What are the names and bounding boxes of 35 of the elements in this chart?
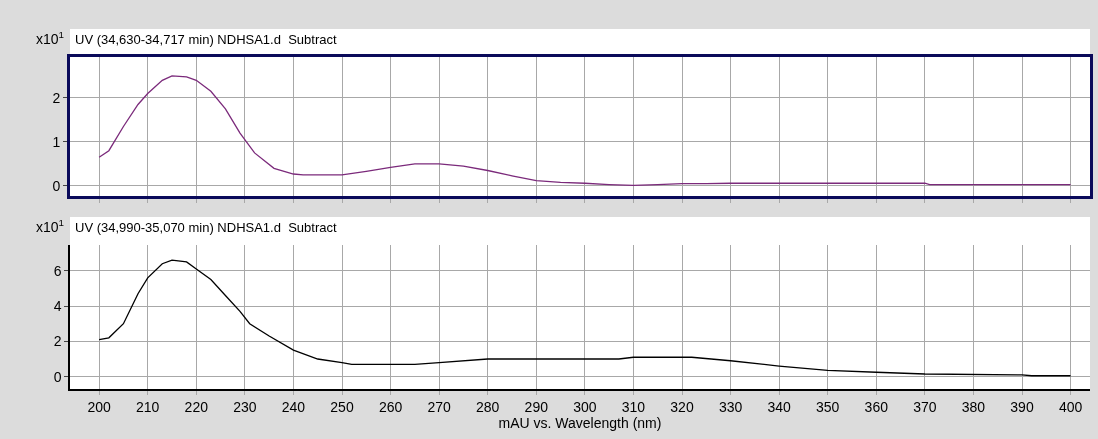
- y-tick-label: 6: [53, 262, 62, 279]
- x-tick-label: 230: [233, 398, 257, 415]
- x-tick-label: 390: [1010, 398, 1034, 415]
- x-tick-label: 200: [87, 398, 112, 415]
- x-tick-label: 360: [864, 398, 889, 415]
- x-tick-label: 330: [718, 398, 743, 415]
- x-axis-title: mAU vs. Wavelength (nm): [498, 414, 662, 431]
- y-tick-label: 0: [52, 177, 61, 194]
- x-tick-label: 370: [913, 398, 937, 415]
- y-tick-label: 1: [52, 133, 61, 150]
- y-tick-label: 2: [53, 333, 62, 350]
- x-tick-label: 400: [1058, 398, 1083, 415]
- line-series: [98, 75, 1072, 187]
- x-tick-label: 320: [670, 398, 694, 415]
- x-tick-label: 260: [378, 398, 403, 415]
- x-tick-label: 290: [524, 398, 549, 415]
- x-tick-label: 340: [767, 398, 792, 415]
- x-tick-label: 250: [330, 398, 354, 415]
- x-tick-label: 210: [136, 398, 160, 415]
- x-tick-label: 220: [184, 398, 209, 415]
- y-tick-label: 4: [53, 297, 62, 314]
- chart-title: UV (34,990-35,070 min) NDHSA1.d Subtract: [75, 220, 337, 235]
- x-tick-label: 240: [281, 398, 306, 415]
- chart-title: UV (34,630-34,717 min) NDHSA1.d Subtract: [75, 32, 337, 47]
- x-tick-label: 280: [476, 398, 500, 415]
- y-tick-label: 0: [53, 368, 62, 385]
- y-axis-title: x10$^{1}$: [36, 217, 65, 235]
- x-tick-label: 380: [961, 398, 986, 415]
- line-series: [98, 259, 1072, 377]
- y-tick-label: 2: [52, 89, 61, 106]
- x-tick-label: 270: [427, 398, 452, 415]
- x-tick-label: 350: [816, 398, 840, 415]
- x-tick-label: 310: [621, 398, 646, 415]
- x-tick-label: 300: [573, 398, 597, 415]
- y-axis-title: x10$^{1}$: [36, 29, 65, 47]
